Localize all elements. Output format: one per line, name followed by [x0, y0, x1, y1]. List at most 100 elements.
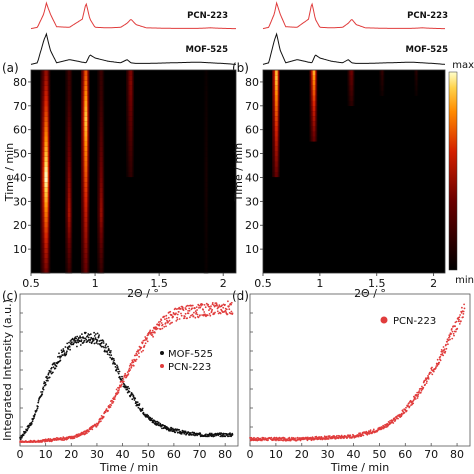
data-point — [161, 427, 163, 430]
heatmap-band-3-cell — [100, 257, 103, 264]
heatmap-band-0-cell — [44, 80, 48, 86]
data-point — [452, 332, 455, 335]
heatmap-band-5-cell — [205, 130, 208, 137]
data-point — [401, 409, 404, 412]
data-point — [24, 431, 27, 434]
data-point — [219, 312, 222, 315]
heatmap-band-1-cell — [312, 100, 316, 107]
heatmap-band-1-cell — [68, 201, 71, 208]
data-point — [118, 384, 121, 387]
heatmap-band-2-cell — [84, 212, 88, 218]
mof-525-label-a: MOF-525 — [186, 45, 229, 55]
heatmap-band-2-cell — [84, 257, 88, 264]
data-point — [161, 323, 164, 326]
data-point — [357, 435, 360, 438]
heatmap-band-1-cell — [312, 80, 316, 86]
heatmap-band-1-cell — [68, 151, 71, 157]
data-point — [33, 415, 36, 418]
data-point — [117, 391, 120, 394]
data-point — [112, 357, 115, 360]
heatmap-band-1-cell — [312, 95, 316, 101]
data-point — [208, 435, 210, 438]
heatmap-band-2-cell — [84, 70, 88, 76]
legend-pcn-223-label-c: PCN-223 — [168, 362, 211, 373]
heatmap-band-4-cell — [129, 120, 132, 127]
heatmap-band-3-cell — [100, 115, 103, 122]
data-point — [109, 406, 112, 408]
data-point — [84, 337, 87, 340]
x-tick-label: 80 — [218, 448, 232, 461]
data-point — [175, 312, 177, 315]
data-point — [435, 366, 437, 369]
data-point — [30, 423, 33, 425]
data-point — [70, 339, 73, 341]
heatmap-band-0-cell — [44, 75, 48, 81]
data-point — [224, 303, 226, 306]
x-axis-label-c: Time / min — [99, 461, 158, 474]
heatmap-band-2-cell — [84, 201, 88, 208]
y-tick-label: 80 — [13, 76, 27, 89]
data-point — [458, 323, 461, 325]
heatmap-band-4-cell — [129, 166, 132, 173]
data-point — [194, 316, 197, 319]
heatmap-band-1-cell — [312, 130, 316, 137]
data-point — [112, 362, 114, 365]
heatmap-band-0-cell — [44, 135, 48, 142]
data-point — [439, 359, 442, 362]
data-point — [446, 340, 448, 343]
heatmap-band-5-cell — [205, 222, 208, 228]
y-tick-label: 40 — [245, 171, 259, 184]
heatmap-band-4-cell — [129, 130, 132, 137]
data-point — [416, 391, 419, 394]
data-point — [180, 312, 182, 315]
data-point — [185, 308, 187, 311]
heatmap-band-0-cell — [44, 161, 48, 167]
heatmap-band-3-cell — [100, 217, 103, 223]
heatmap-band-1-cell — [68, 95, 71, 101]
data-point — [37, 405, 39, 408]
heatmap-band-1-cell — [68, 70, 71, 76]
data-point — [196, 434, 199, 437]
data-point — [105, 343, 108, 346]
data-point — [403, 411, 406, 414]
data-point — [155, 326, 158, 329]
data-point — [142, 411, 145, 414]
data-point — [117, 386, 119, 389]
data-point — [296, 436, 299, 439]
heatmap-band-3-cell — [381, 80, 384, 86]
heatmap-band-1-cell — [68, 212, 71, 218]
heatmap-band-3-cell — [100, 227, 103, 233]
data-point — [104, 350, 106, 353]
data-point — [102, 340, 105, 342]
data-point — [215, 303, 218, 306]
heatmap-band-2-cell — [84, 252, 88, 259]
data-point — [42, 386, 45, 389]
data-point — [428, 373, 431, 375]
data-point — [96, 339, 99, 342]
data-point — [219, 435, 222, 438]
heatmap-band-0-cell — [275, 80, 278, 86]
data-point — [211, 302, 214, 304]
heatmap-band-0-cell — [44, 95, 48, 101]
data-point — [151, 331, 153, 334]
data-point — [102, 342, 105, 344]
heatmap-band-0-cell — [44, 252, 48, 259]
heatmap-band-4-cell — [129, 115, 132, 122]
x-tick-label: 20 — [295, 448, 309, 461]
data-point — [75, 337, 78, 340]
plot-d-axes: 0 10 20 30 40 50 60 70 80 — [247, 312, 464, 461]
data-point — [208, 313, 211, 315]
data-point — [420, 389, 423, 392]
data-point — [206, 314, 209, 317]
plot-d-frame — [249, 293, 471, 447]
heatmap-band-3-cell — [100, 186, 103, 193]
data-point — [175, 308, 178, 310]
data-point — [456, 327, 459, 330]
data-point — [431, 366, 433, 369]
data-point — [445, 347, 448, 350]
heatmap-band-4-cell — [415, 90, 418, 96]
colorbar-max-label: max — [452, 60, 474, 71]
x-tick-label: 0.5 — [254, 277, 272, 290]
x-tick-label: 2 — [220, 277, 227, 290]
heatmap-band-5-cell — [205, 217, 208, 223]
